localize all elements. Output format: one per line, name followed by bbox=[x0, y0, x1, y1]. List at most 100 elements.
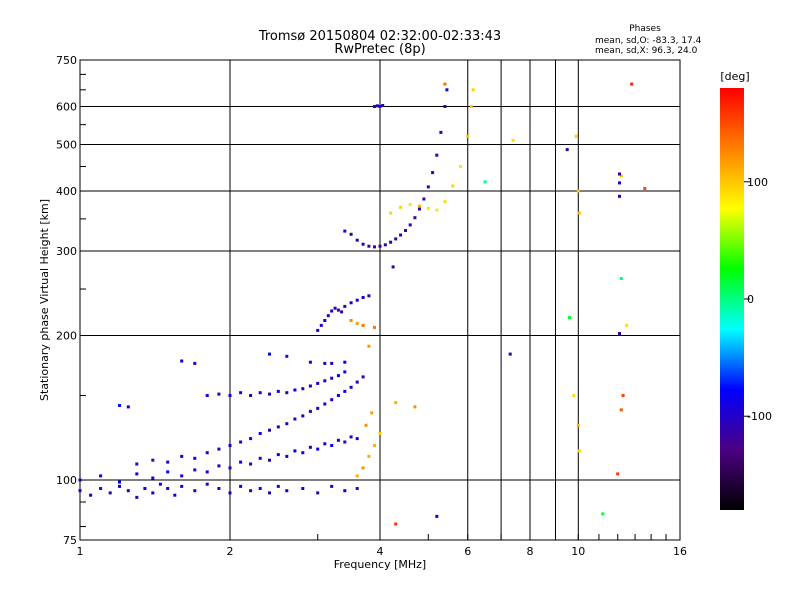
data-point bbox=[435, 208, 439, 212]
data-point bbox=[173, 493, 177, 497]
data-point bbox=[361, 466, 365, 470]
data-point bbox=[574, 134, 578, 138]
y-tick-label: 400 bbox=[56, 185, 77, 198]
data-point bbox=[361, 296, 365, 299]
data-point bbox=[618, 194, 621, 198]
data-point bbox=[166, 460, 170, 464]
data-point bbox=[193, 456, 197, 460]
data-point bbox=[118, 480, 121, 484]
data-point bbox=[394, 401, 398, 405]
data-point bbox=[625, 323, 629, 327]
data-point bbox=[378, 432, 382, 435]
data-point bbox=[319, 323, 323, 327]
data-point bbox=[577, 211, 581, 215]
phase-stats-x: mean, sd,X: 96.3, 24.0 bbox=[595, 46, 698, 56]
data-point bbox=[258, 432, 262, 435]
data-point bbox=[316, 381, 320, 385]
data-point bbox=[394, 237, 398, 241]
data-point bbox=[301, 451, 305, 455]
data-point bbox=[378, 244, 382, 248]
data-point bbox=[370, 411, 374, 415]
data-point bbox=[249, 462, 253, 466]
data-point bbox=[471, 88, 475, 92]
data-point bbox=[343, 229, 347, 233]
data-point bbox=[316, 491, 320, 495]
data-point bbox=[276, 425, 280, 429]
data-point bbox=[469, 105, 473, 108]
data-point bbox=[89, 493, 93, 497]
data-point bbox=[418, 204, 421, 208]
data-point bbox=[126, 405, 130, 409]
colorbar-tick-label: 100 bbox=[747, 176, 768, 189]
data-point bbox=[249, 489, 253, 493]
data-point bbox=[268, 352, 271, 356]
data-point bbox=[435, 514, 439, 518]
data-point bbox=[99, 487, 103, 490]
data-point bbox=[108, 491, 112, 495]
data-point bbox=[228, 466, 232, 470]
data-point bbox=[308, 445, 312, 449]
data-point bbox=[375, 104, 379, 108]
data-point bbox=[418, 207, 421, 211]
data-point bbox=[367, 344, 371, 348]
data-point bbox=[355, 487, 359, 490]
data-point bbox=[413, 216, 417, 220]
data-point bbox=[316, 328, 320, 332]
y-tick-label: 500 bbox=[56, 139, 77, 152]
data-point bbox=[413, 405, 417, 409]
data-point bbox=[426, 206, 430, 210]
data-point bbox=[343, 370, 347, 374]
x-axis-label: Frequency [MHz] bbox=[334, 558, 426, 571]
data-point bbox=[361, 242, 365, 246]
data-point bbox=[276, 389, 280, 393]
data-point bbox=[228, 491, 232, 495]
data-point bbox=[239, 460, 243, 464]
data-point bbox=[330, 444, 334, 447]
data-point bbox=[316, 406, 320, 410]
data-point bbox=[383, 243, 387, 247]
data-point bbox=[316, 447, 320, 451]
data-point bbox=[151, 458, 155, 462]
data-point bbox=[217, 447, 221, 451]
x-tick-label: 8 bbox=[527, 545, 534, 558]
data-point bbox=[258, 456, 262, 460]
data-point bbox=[343, 440, 347, 444]
data-point bbox=[439, 130, 443, 134]
data-point bbox=[330, 484, 334, 488]
data-point bbox=[249, 394, 253, 397]
data-point bbox=[268, 428, 271, 432]
data-point bbox=[630, 82, 634, 86]
data-point bbox=[323, 442, 327, 446]
data-point bbox=[239, 391, 243, 395]
data-point bbox=[618, 332, 621, 335]
data-point bbox=[619, 174, 623, 178]
data-point bbox=[308, 409, 312, 413]
data-point bbox=[336, 374, 340, 378]
data-point bbox=[367, 454, 371, 458]
data-point bbox=[364, 423, 368, 427]
y-axis-label: Stationary phase Virtual Height [km] bbox=[38, 199, 51, 401]
data-point bbox=[151, 476, 155, 480]
data-point bbox=[135, 472, 139, 476]
data-point bbox=[258, 391, 262, 395]
data-point bbox=[135, 495, 139, 499]
data-point bbox=[391, 265, 395, 269]
data-point bbox=[361, 323, 365, 327]
data-point bbox=[217, 464, 221, 468]
x-tick-label: 16 bbox=[673, 545, 687, 558]
data-point bbox=[426, 185, 430, 189]
grid bbox=[80, 60, 680, 540]
data-point bbox=[285, 454, 289, 458]
data-point bbox=[618, 181, 621, 185]
data-point bbox=[180, 474, 184, 478]
data-point bbox=[333, 306, 337, 310]
colorbar-label: [deg] bbox=[720, 70, 749, 83]
data-points bbox=[78, 82, 647, 526]
data-point bbox=[408, 203, 412, 206]
data-point bbox=[349, 301, 353, 305]
data-point bbox=[572, 394, 576, 397]
data-point bbox=[443, 105, 447, 108]
data-point bbox=[373, 444, 376, 447]
data-point bbox=[166, 470, 170, 474]
